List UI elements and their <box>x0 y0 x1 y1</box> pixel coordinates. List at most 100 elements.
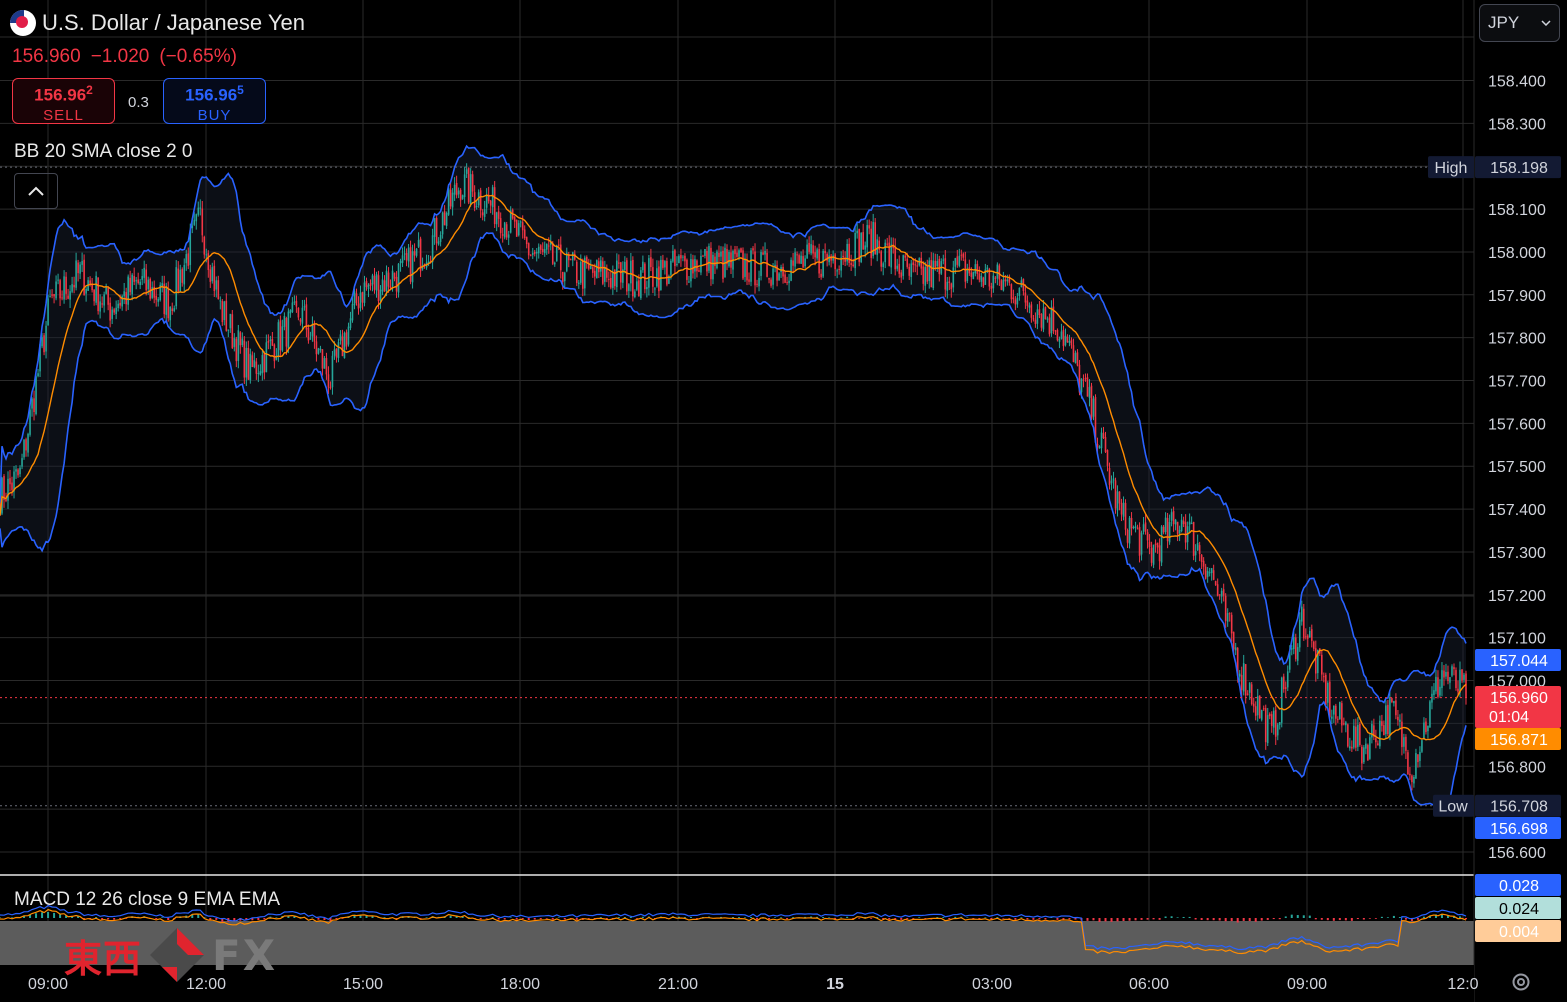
candle-body <box>1214 581 1217 585</box>
candle-body <box>982 277 985 287</box>
gear-icon[interactable] <box>1510 971 1532 993</box>
candle-body <box>924 267 927 286</box>
macd-histogram-bar <box>810 916 813 918</box>
candle-body <box>149 278 152 299</box>
candle-body <box>920 257 923 269</box>
candle-body <box>754 251 756 286</box>
candle-body <box>1329 681 1331 718</box>
candle-body <box>1425 721 1427 733</box>
candle-body <box>231 314 234 349</box>
candle-body <box>822 250 824 277</box>
candle-body <box>53 294 55 297</box>
candle-body <box>269 339 272 342</box>
grid-lines <box>0 0 1474 965</box>
candle-body <box>1417 754 1419 763</box>
candle-body <box>936 261 939 267</box>
candle-body <box>1136 528 1139 530</box>
macd-histogram-bar <box>95 917 98 918</box>
candle-body <box>1158 545 1161 562</box>
candle-body <box>229 313 232 329</box>
candle-body <box>1351 746 1353 749</box>
candle-body <box>1172 511 1175 525</box>
candle-body <box>1461 669 1463 681</box>
macd-histogram-bar <box>1248 918 1251 922</box>
candle-body <box>1323 676 1325 678</box>
candle-body <box>1070 339 1073 346</box>
candle-body <box>515 219 518 237</box>
candle-body <box>579 261 582 283</box>
candle-body <box>674 250 676 267</box>
macd-histogram-bar <box>461 916 464 918</box>
candle-body <box>1128 517 1131 544</box>
macd-histogram-bar <box>65 915 68 918</box>
last-price-tag: 156.960 <box>1490 690 1548 707</box>
candle-body <box>319 348 322 351</box>
candle-body <box>23 439 25 458</box>
collapse-button[interactable] <box>14 173 58 209</box>
candle-body <box>435 217 438 244</box>
candle-body <box>768 277 770 280</box>
candle-body <box>341 336 344 357</box>
candle-body <box>816 249 818 259</box>
candle-body <box>401 255 404 263</box>
symbol-header[interactable]: U.S. Dollar / Japanese Yen <box>10 10 305 36</box>
sell-label: SELL <box>43 106 84 124</box>
candle-body <box>549 241 552 245</box>
candle-body <box>1126 530 1129 543</box>
candle-body <box>784 274 786 283</box>
candle-body <box>1421 740 1423 752</box>
bb-basis-line <box>0 194 1467 741</box>
candle-body <box>75 260 77 288</box>
candle-body <box>1316 649 1319 674</box>
candle-body <box>672 250 674 262</box>
candle-body <box>467 167 470 203</box>
candle-body <box>742 250 744 279</box>
low-tag: Low <box>1438 799 1468 816</box>
candle-body <box>896 265 899 269</box>
candle-body <box>535 251 538 254</box>
candle-body <box>123 291 125 297</box>
candle-body <box>1002 279 1005 291</box>
candle-body <box>694 259 696 272</box>
currency-select[interactable]: JPY <box>1479 4 1560 42</box>
candle-body <box>970 272 973 277</box>
candle-body <box>1018 287 1021 296</box>
macd-histogram-bar <box>1332 918 1335 921</box>
candle-body <box>163 283 166 315</box>
macd-histogram-bar <box>1458 916 1461 918</box>
macd-histogram-bar <box>1098 918 1101 922</box>
candle-body <box>740 248 742 253</box>
candle-body <box>333 349 336 356</box>
macd-histogram-bar <box>1410 918 1413 922</box>
macd-indicator-label[interactable]: MACD 12 26 close 9 EMA EMA <box>14 889 281 910</box>
candle-body <box>383 280 386 292</box>
macd-histogram-bar <box>623 917 626 918</box>
candle-body <box>207 253 210 271</box>
candle-body <box>387 272 390 287</box>
candle-body <box>682 256 684 258</box>
sell-button[interactable]: 156.962 SELL <box>12 78 115 124</box>
buy-label: BUY <box>197 106 232 124</box>
macd-histogram-bar <box>1465 918 1467 920</box>
candle-body <box>912 262 915 265</box>
buy-button[interactable]: 156.965 BUY <box>163 78 266 124</box>
candle-body <box>1218 594 1221 596</box>
candle-body <box>273 344 276 362</box>
candle-body <box>441 212 444 235</box>
candle-body <box>878 240 880 250</box>
bb-indicator-label[interactable]: BB 20 SMA close 2 0 <box>14 141 193 162</box>
macd-histogram-bar <box>491 917 494 918</box>
time-tick: 03:00 <box>972 976 1012 993</box>
candle-body <box>327 374 330 388</box>
candle-body <box>105 286 107 294</box>
candle-body <box>525 237 528 245</box>
candle-body <box>792 260 794 266</box>
time-tick: 09:00 <box>1287 976 1327 993</box>
candle-body <box>634 291 636 298</box>
candle-body <box>1280 677 1283 723</box>
macd-histogram-bar <box>101 918 104 920</box>
candle-body <box>1116 491 1119 511</box>
macd-histogram-bar <box>744 917 747 918</box>
candle-body <box>1429 701 1431 728</box>
